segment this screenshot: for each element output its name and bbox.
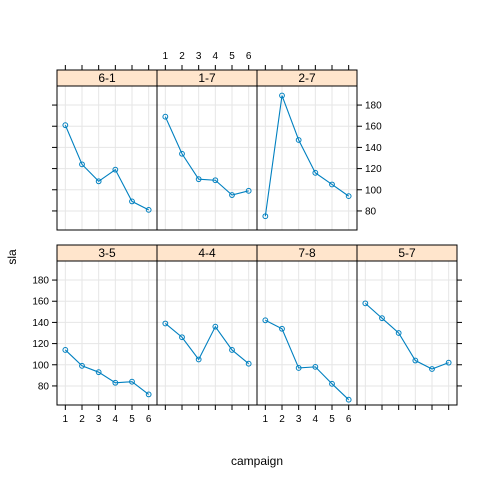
data-point: [112, 166, 119, 173]
data-point: [262, 213, 269, 220]
panel-strip-label: 6-1: [98, 71, 116, 85]
data-point: [279, 92, 285, 99]
frame-layer: 6-1 1-7 2-7 3-5 4-4 7-8 5-7: [56, 69, 458, 406]
data-point: [79, 161, 85, 168]
x-tick-label-top: 2: [179, 51, 185, 62]
x-tick-label-bottom: 5: [129, 414, 135, 425]
panel-strip-label: 5-7: [398, 246, 416, 260]
series-line-2-7: [264, 95, 349, 217]
data-point: [262, 317, 269, 324]
panel-border: [156, 260, 258, 406]
data-point: [395, 330, 402, 336]
data-point: [379, 315, 385, 322]
y-axis-title: sla: [5, 249, 19, 265]
series-line-6-1: [64, 124, 149, 211]
data-point: [179, 150, 185, 157]
data-point: [429, 366, 435, 372]
x-tick-label-bottom: 1: [263, 414, 269, 425]
panel-strip-label: 4-4: [198, 246, 216, 260]
x-tick-label-bottom: 3: [296, 414, 302, 425]
x-tick-label-bottom: 6: [146, 414, 152, 425]
y-tick-label-right: 100: [365, 185, 382, 196]
data-point: [279, 325, 285, 332]
panel-border: [256, 85, 358, 231]
series-line-5-7: [364, 302, 449, 370]
data-point: [179, 334, 185, 341]
data-point: [229, 192, 235, 198]
y-tick-label-left: 180: [32, 276, 49, 287]
y-tick-label-left: 80: [38, 381, 50, 392]
x-axis-title: campaign: [231, 454, 283, 468]
data-point: [295, 137, 302, 143]
data-point: [95, 369, 102, 376]
data-point: [245, 187, 252, 194]
panel-border: [356, 260, 458, 406]
data-point: [295, 365, 302, 371]
data-point: [345, 396, 352, 403]
data-point: [312, 363, 319, 370]
data-point: [162, 113, 169, 120]
data-point: [345, 193, 352, 200]
panel-border: [256, 260, 358, 406]
x-tick-label-top: 5: [229, 51, 235, 62]
panel-strip-label: 1-7: [198, 71, 216, 85]
panel-border: [156, 85, 258, 231]
data-point: [312, 169, 319, 176]
y-tick-label-left: 100: [32, 360, 49, 371]
data-point: [445, 359, 452, 366]
x-tick-label-top: 6: [246, 51, 252, 62]
data-point: [195, 356, 202, 363]
panel-strip-label: 3-5: [98, 246, 116, 260]
data-point: [62, 122, 69, 129]
panel-strip-label: 7-8: [298, 246, 316, 260]
data-point: [145, 391, 152, 398]
data-point: [62, 347, 69, 353]
series-layer: [62, 92, 452, 403]
y-tick-label-right: 180: [365, 101, 382, 112]
data-point: [129, 378, 135, 385]
series-line-4-4: [164, 323, 250, 365]
panel-border: [56, 85, 158, 231]
x-tick-label-top: 4: [213, 51, 219, 62]
data-point: [112, 379, 119, 386]
data-point: [195, 176, 202, 183]
x-tick-label-bottom: 6: [346, 414, 352, 425]
data-point: [212, 177, 219, 184]
y-tick-label-right: 120: [365, 164, 382, 175]
y-tick-label-left: 140: [32, 318, 49, 329]
x-tick-label-top: 3: [196, 51, 202, 62]
x-tick-label-bottom: 3: [96, 414, 102, 425]
data-point: [162, 320, 169, 327]
data-point: [229, 347, 235, 353]
y-tick-label-right: 160: [365, 122, 382, 133]
x-tick-label-top: 1: [163, 51, 169, 62]
x-tick-label-bottom: 5: [329, 414, 335, 425]
x-tick-label-bottom: 2: [79, 414, 85, 425]
data-point: [79, 362, 85, 369]
data-point: [95, 178, 102, 185]
data-point: [329, 181, 335, 188]
x-tick-label-bottom: 1: [63, 414, 69, 425]
data-point: [129, 198, 135, 205]
series-line-3-5: [64, 349, 150, 395]
series-line-7-8: [265, 319, 350, 401]
panel-strip-label: 2-7: [298, 71, 316, 85]
data-point: [329, 380, 335, 387]
panel-border: [56, 260, 158, 406]
y-tick-label-right: 140: [365, 143, 382, 154]
series-line-1-7: [164, 116, 249, 196]
x-tick-label-bottom: 4: [313, 414, 319, 425]
data-point: [362, 300, 369, 307]
data-point: [212, 323, 219, 330]
x-tick-label-bottom: 2: [279, 414, 285, 425]
y-tick-label-left: 120: [32, 339, 49, 350]
data-point: [145, 206, 152, 213]
y-tick-label-right: 80: [365, 206, 377, 217]
data-point: [412, 357, 419, 364]
x-tick-label-bottom: 4: [113, 414, 119, 425]
y-tick-label-left: 160: [32, 297, 49, 308]
data-point: [245, 360, 252, 367]
